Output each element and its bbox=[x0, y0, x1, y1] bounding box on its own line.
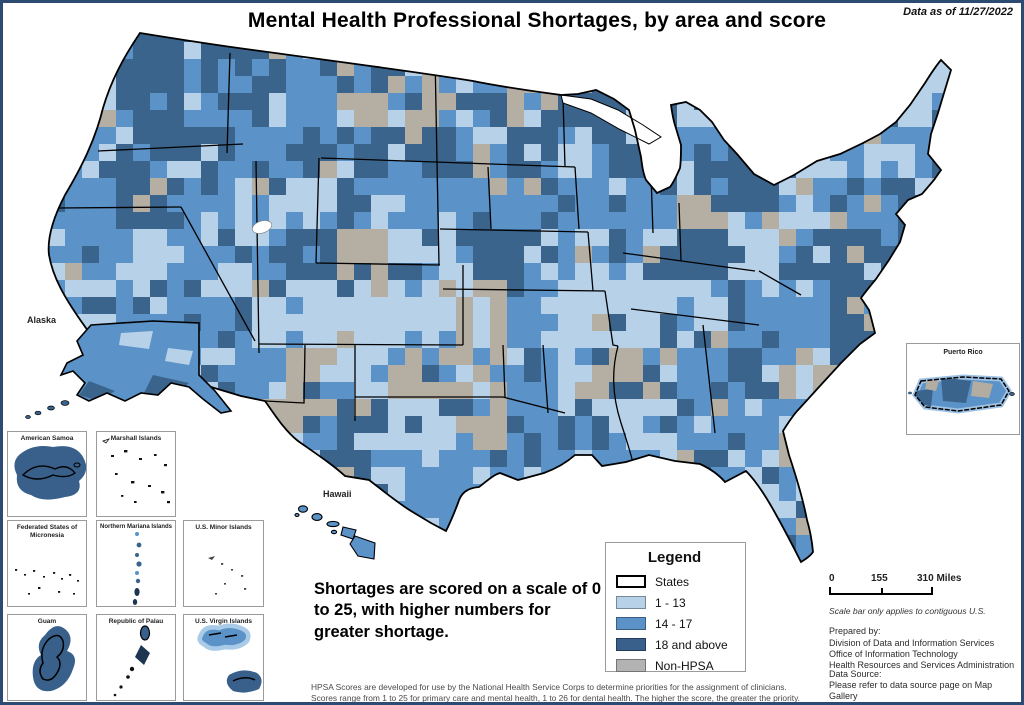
inset-box-us-minor: U.S. Minor Islands bbox=[183, 520, 264, 607]
hpsa-footnote: HPSA Scores are developed for use by the… bbox=[311, 682, 813, 703]
non-hpsa-swatch bbox=[616, 659, 646, 672]
inset-box-marshall-islands: Marshall Islands bbox=[96, 431, 176, 517]
legend-title: Legend bbox=[647, 549, 702, 566]
legend-row-18-above: 18 and above bbox=[616, 634, 745, 655]
usvi-label: U.S. Virgin Islands bbox=[195, 618, 252, 625]
prepared-by-line: Division of Data and Information Service… bbox=[829, 637, 995, 648]
page-title: Mental Health Professional Shortages, by… bbox=[247, 9, 827, 32]
inset-box-micronesia: Federated States of Micronesia bbox=[7, 520, 87, 607]
scale-bar-note: Scale bar only applies to contiguous U.S… bbox=[829, 606, 986, 616]
great-salt-lake bbox=[252, 220, 272, 234]
legend-row-14-17: 14 - 17 bbox=[616, 613, 745, 634]
guam-map bbox=[32, 626, 75, 692]
inset-box-palau: Republic of Palau bbox=[96, 614, 176, 701]
legend-row-nonhpsa: Non-HPSA bbox=[616, 655, 745, 676]
american-samoa-map bbox=[14, 446, 87, 500]
legend-row-1-13: 1 - 13 bbox=[616, 592, 745, 613]
guam-label: Guam bbox=[37, 618, 57, 625]
us-minor-label: U.S. Minor Islands bbox=[195, 524, 252, 531]
northern-mariana-label: Northern Mariana Islands bbox=[99, 524, 173, 530]
alaska-label: Alaska bbox=[27, 315, 57, 325]
legend-row-states: States bbox=[616, 571, 745, 592]
score-1-13-swatch bbox=[616, 596, 646, 609]
scale-bar-line bbox=[829, 587, 933, 595]
legend: Legend States 1 - 13 14 - 17 18 and abov… bbox=[605, 542, 746, 673]
score-18-above-swatch bbox=[616, 638, 646, 651]
american-samoa-label: American Samoa bbox=[20, 435, 74, 442]
data-as-of-label: Data as of 11/27/2022 bbox=[903, 6, 1013, 18]
inset-box-american-samoa: American Samoa bbox=[7, 431, 87, 517]
choropleth-map bbox=[14, 32, 1015, 697]
prepared-by-heading: Prepared by: bbox=[829, 626, 881, 636]
inset-box-northern-mariana: Northern Mariana Islands bbox=[96, 520, 176, 607]
scale-bar-midtick bbox=[881, 588, 883, 593]
us-minor-islands-map bbox=[208, 556, 247, 595]
marshall-islands-map bbox=[102, 438, 170, 504]
inset-box-usvi: U.S. Virgin Islands bbox=[183, 614, 264, 701]
score-note: Shortages are scored on a scale of 0 to … bbox=[314, 580, 602, 641]
marshall-islands-label: Marshall Islands bbox=[110, 435, 162, 442]
palau-label: Republic of Palau bbox=[108, 618, 164, 625]
data-source-heading: Data Source: bbox=[829, 669, 882, 679]
palau-map bbox=[113, 625, 151, 697]
northern-mariana-map bbox=[132, 532, 142, 605]
inset-box-guam: Guam bbox=[7, 614, 87, 701]
us-virgin-islands-map bbox=[197, 623, 262, 693]
footnote-line2: Scores range from 1 to 25 for primary ca… bbox=[311, 692, 800, 703]
inset-box-puerto-rico: Puerto Rico bbox=[906, 343, 1020, 435]
micronesia-label: Federated States of Micronesia bbox=[16, 524, 78, 540]
prepared-by-block: Prepared by: Division of Data and Inform… bbox=[829, 626, 1014, 671]
hawaii-label: Hawaii bbox=[323, 489, 352, 499]
puerto-rico-label: Puerto Rico bbox=[943, 349, 983, 356]
micronesia-map bbox=[15, 569, 79, 595]
scale-tick-155: 155 bbox=[871, 573, 888, 584]
data-source-block: Data Source: Please refer to data source… bbox=[829, 669, 1021, 702]
scale-bar: 0 155 310 Miles bbox=[829, 573, 979, 595]
hawaii-map bbox=[294, 505, 376, 560]
puerto-rico-map bbox=[908, 377, 1015, 411]
prepared-by-line: Office of Information Technology bbox=[829, 648, 958, 659]
footnote-line1: HPSA Scores are developed for use by the… bbox=[311, 682, 787, 692]
prepared-by-line: Health Resources and Services Administra… bbox=[829, 659, 1015, 670]
scale-tick-0: 0 bbox=[829, 573, 835, 584]
scale-tick-310: 310 Miles bbox=[917, 573, 962, 584]
data-source-line: Please refer to data source page on Map … bbox=[829, 679, 993, 701]
state-borders bbox=[57, 52, 802, 466]
states-swatch bbox=[616, 575, 646, 588]
score-14-17-swatch bbox=[616, 617, 646, 630]
